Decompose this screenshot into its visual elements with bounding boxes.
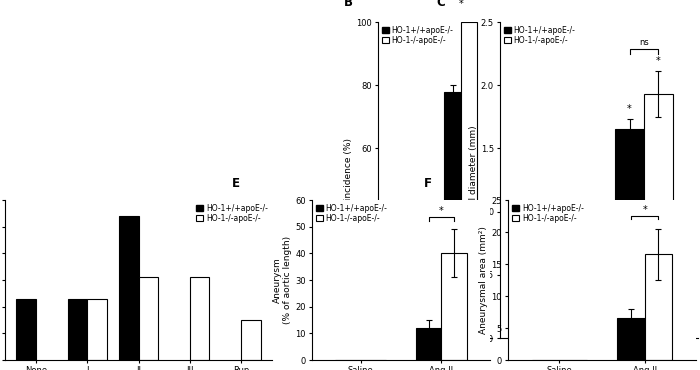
Bar	[88, 299, 106, 360]
Y-axis label: Aneurysm
(% of aortic length): Aneurysm (% of aortic length)	[273, 236, 293, 324]
Text: C: C	[437, 0, 445, 9]
Bar	[525, 237, 554, 338]
Legend: HO-1+/+apoE-/-, HO-1-/-apoE-/-: HO-1+/+apoE-/-, HO-1-/-apoE-/-	[512, 204, 584, 223]
Text: B: B	[344, 0, 353, 9]
Text: F: F	[424, 177, 431, 190]
Y-axis label: Maximal diameter (mm): Maximal diameter (mm)	[469, 125, 478, 235]
Legend: HO-1+/+apoE-/-, HO-1-/-apoE-/-: HO-1+/+apoE-/-, HO-1-/-apoE-/-	[504, 26, 575, 45]
Bar	[442, 253, 468, 360]
Legend: HO-1+/+apoE-/-, HO-1-/-apoE-/-: HO-1+/+apoE-/-, HO-1-/-apoE-/-	[316, 204, 388, 223]
Text: *: *	[643, 205, 647, 215]
Y-axis label: Aneurysmal area (mm²): Aneurysmal area (mm²)	[480, 226, 489, 334]
Text: *: *	[458, 0, 463, 9]
Text: ns: ns	[639, 38, 649, 47]
Bar	[615, 130, 644, 338]
Bar	[554, 247, 583, 338]
Text: E: E	[232, 177, 240, 190]
Bar	[16, 299, 36, 360]
Bar	[68, 299, 88, 360]
Legend: HO-1+/+apoE-/-, HO-1-/-apoE-/-: HO-1+/+apoE-/-, HO-1-/-apoE-/-	[197, 204, 268, 223]
Bar	[645, 255, 672, 360]
Bar	[119, 216, 139, 360]
Bar	[461, 22, 477, 338]
Bar	[241, 320, 260, 360]
Bar	[644, 94, 673, 338]
Bar	[139, 278, 158, 360]
Legend: HO-1+/+apoE-/-, HO-1-/-apoE-/-: HO-1+/+apoE-/-, HO-1-/-apoE-/-	[382, 26, 454, 45]
Bar	[190, 278, 209, 360]
Bar	[617, 319, 645, 360]
Bar	[444, 91, 461, 338]
Y-axis label: AAA incidence (%): AAA incidence (%)	[344, 138, 354, 222]
Bar	[416, 328, 442, 360]
Text: *: *	[656, 56, 661, 66]
Text: *: *	[627, 104, 632, 114]
Text: *: *	[439, 206, 444, 216]
